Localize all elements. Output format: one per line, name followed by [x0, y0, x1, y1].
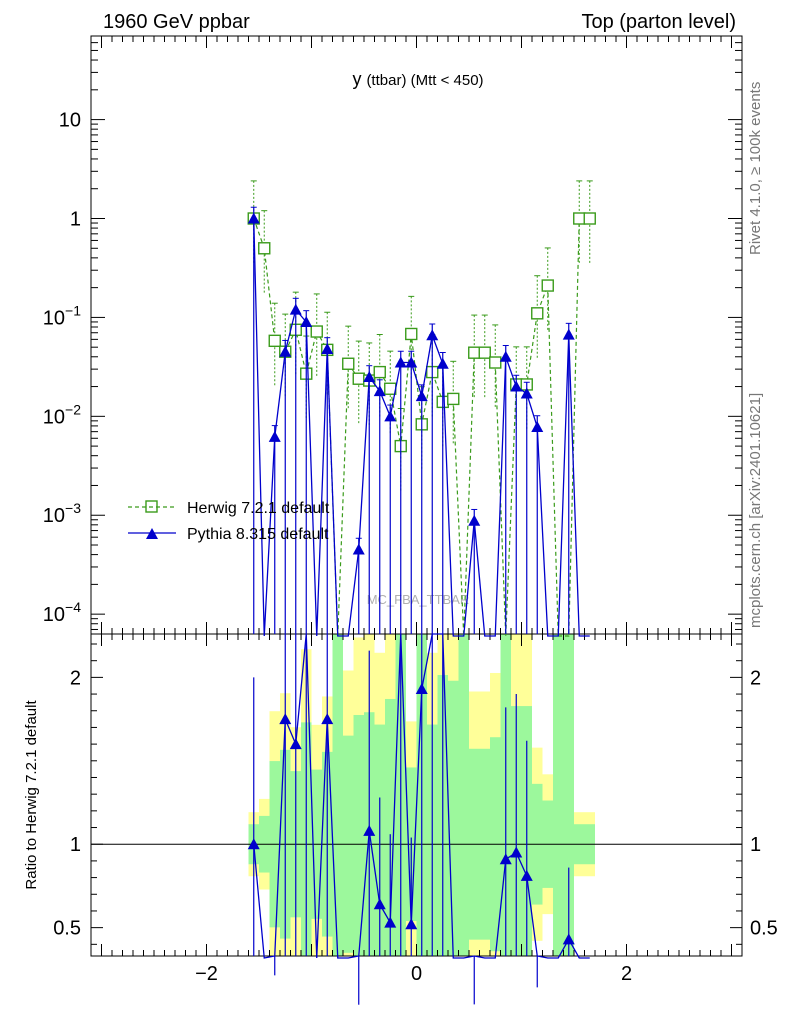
x-tick-label: 2: [621, 963, 632, 985]
herwig-point: [531, 307, 544, 320]
band-bg: [259, 634, 270, 956]
ratio-y-tick-label-right: 2: [750, 667, 761, 689]
y-tick-label: 10−2: [43, 401, 81, 428]
herwig-point: [478, 346, 491, 359]
herwig-point: [310, 325, 323, 338]
x-tick-label: 0: [411, 963, 422, 985]
ratio-point: [520, 869, 533, 881]
pythia-point: [510, 380, 523, 392]
pythia-point: [352, 543, 365, 555]
ratio-point: [247, 838, 260, 850]
chart-title: y (ttbar) (Mtt < 450): [352, 69, 483, 89]
ratio-y-tick-label-right: 1: [750, 834, 761, 856]
herwig-point: [258, 242, 271, 255]
ratio-point: [289, 738, 302, 750]
herwig-point: [384, 382, 397, 395]
axes: −2 0 2 10−4 10−3 10−2 10−1 1 10 0.5 0.5 1 1 2 2: [43, 35, 778, 985]
pythia-point: [415, 390, 428, 402]
ratio-point: [510, 846, 523, 858]
pythia-point: [321, 342, 334, 354]
pythia-point: [405, 356, 418, 368]
pythia-point: [468, 514, 481, 526]
pythia-point: [436, 357, 449, 369]
x-tick-label: −2: [195, 963, 218, 985]
band-bg: [584, 634, 595, 956]
pythia-point: [384, 410, 397, 422]
herwig-point: [541, 279, 554, 292]
herwig-point: [447, 392, 460, 406]
ratio-point: [405, 918, 418, 930]
band-inner: [448, 680, 459, 956]
pythia-point: [279, 345, 292, 357]
band-inner: [353, 714, 364, 956]
chart-title-main: y: [352, 69, 361, 89]
header-right: Top (parton level): [581, 11, 736, 33]
chart-title-sub: (ttbar) (Mtt < 450): [366, 72, 483, 89]
pythia-point: [363, 370, 376, 382]
herwig-point: [468, 346, 481, 359]
legend-entry-pythia: Pythia 8.315 default: [128, 526, 329, 543]
pythia-point: [268, 430, 281, 442]
herwig-point: [583, 212, 596, 225]
series-pythia: [247, 206, 590, 637]
ratio-y-tick-label-right: 0.5: [750, 918, 778, 940]
band-inner: [332, 634, 343, 956]
header-left: 1960 GeV ppbar: [103, 11, 250, 33]
herwig-point: [373, 365, 386, 379]
y-tick-label: 10−4: [43, 599, 81, 626]
y-tick-label: 10: [59, 110, 81, 132]
series-ratio: [247, 633, 590, 1005]
legend-label-pythia: Pythia 8.315 default: [187, 526, 329, 543]
ratio-point: [363, 824, 376, 836]
band-bg: [574, 634, 585, 956]
ratio-point: [415, 683, 428, 695]
herwig-point: [352, 372, 365, 385]
legend-marker-filled-triangle: [146, 528, 158, 539]
pythia-point: [531, 421, 544, 433]
herwig-point: [342, 357, 355, 370]
ratio-point: [384, 916, 397, 928]
herwig-point: [573, 212, 586, 225]
mcplots-label: mcplots.cern.ch [arXiv:2401.10621]: [747, 393, 764, 628]
pythia-point: [562, 328, 575, 340]
legend-marker-open-square: [145, 500, 158, 513]
legend: Herwig 7.2.1 default Pythia 8.315 defaul…: [128, 500, 330, 543]
pythia-point: [394, 356, 407, 368]
band-inner: [385, 698, 396, 956]
herwig-point: [489, 356, 502, 369]
ratio-point: [499, 853, 512, 865]
pythia-point: [373, 385, 386, 397]
band-inner: [553, 634, 564, 956]
legend-entry-herwig: Herwig 7.2.1 default: [128, 500, 330, 517]
y-tick-label: 10−1: [43, 302, 81, 329]
band-inner: [458, 634, 469, 956]
y-tick-label: 1: [70, 209, 81, 231]
watermark: MC_FBA_TTBAR: [367, 592, 470, 607]
herwig-point: [405, 327, 418, 341]
ratio-y-tick-label: 2: [70, 667, 81, 689]
ratio-y-tick-label: 1: [70, 834, 81, 856]
ratio-y-axis-label: Ratio to Herwig 7.2.1 default: [23, 700, 40, 890]
ratio-point: [373, 898, 386, 910]
data-marks: [247, 180, 596, 1005]
herwig-point: [268, 334, 281, 348]
ratio-point: [562, 933, 575, 945]
pythia-point: [426, 329, 439, 341]
pythia-point: [499, 350, 512, 362]
y-tick-label: 10−3: [43, 500, 81, 527]
pythia-point: [520, 387, 533, 399]
pythia-point: [300, 315, 313, 327]
pythia-point: [289, 303, 302, 315]
rivet-version-label: Rivet 4.1.0, ≥ 100k events: [747, 82, 764, 255]
ratio-y-tick-label: 0.5: [53, 918, 81, 940]
legend-label-herwig: Herwig 7.2.1 default: [187, 500, 330, 517]
ratio-point: [279, 713, 292, 725]
band-inner: [563, 634, 574, 956]
ratio-point: [321, 713, 334, 725]
pythia-point: [247, 212, 260, 224]
